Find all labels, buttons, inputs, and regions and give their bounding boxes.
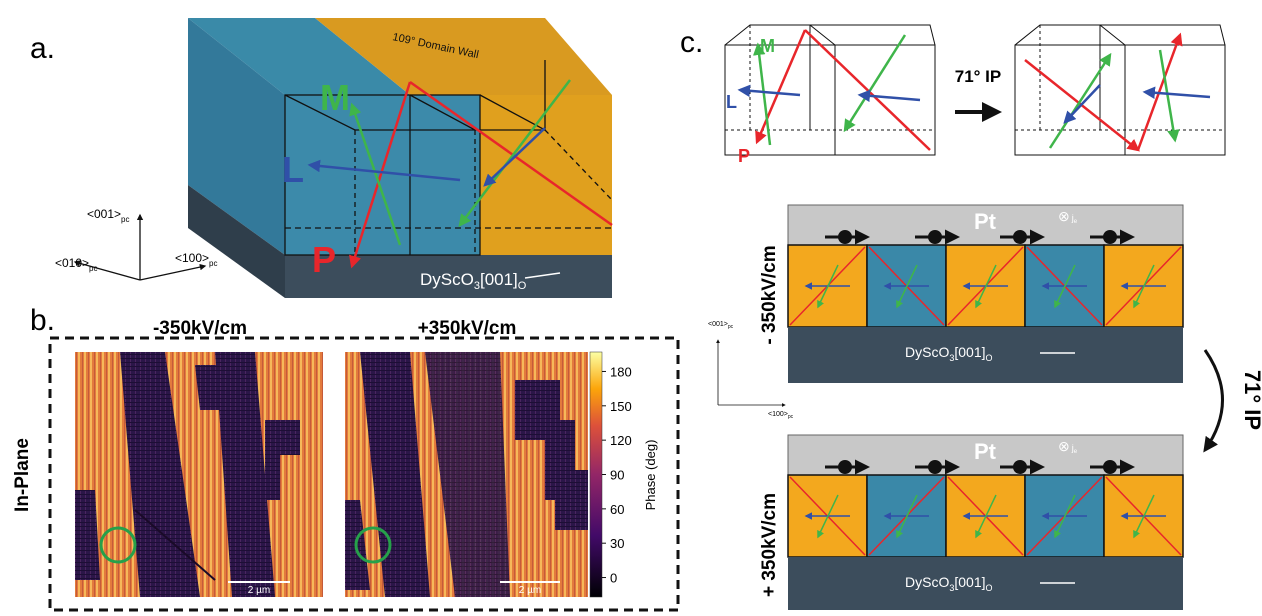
row-label: In-Plane xyxy=(12,438,33,512)
vector-label: L xyxy=(282,149,304,190)
panel-b: b. In-Plane -350kV/cm +350kV/cm 2 µm 2 µ… xyxy=(12,304,678,610)
vector-l xyxy=(740,90,800,95)
electrode-label: Pt xyxy=(974,439,997,464)
afm-image: 2 µm xyxy=(345,352,588,597)
image-title: +350kV/cm xyxy=(418,318,517,339)
colorbar-tick-label: 150 xyxy=(610,399,632,414)
colorbar xyxy=(590,352,602,597)
afm-image: 2 µm xyxy=(75,352,323,597)
front-face xyxy=(285,95,480,255)
vector-l xyxy=(860,95,920,100)
vector-label: P xyxy=(738,146,750,166)
cube-pair xyxy=(725,25,935,155)
panel-label: a. xyxy=(30,32,55,65)
front-face xyxy=(480,95,612,255)
axis-label: <100>pc xyxy=(768,411,794,420)
field-label: - 350kV/cm xyxy=(759,245,780,344)
colorbar-tick-label: 180 xyxy=(610,364,632,379)
switch-arrow xyxy=(1205,350,1223,450)
figure: a. 109° Domain Wall M L P DyScO3[001]O <… xyxy=(0,0,1262,616)
vector-l xyxy=(1145,92,1210,97)
panel-a: a. 109° Domain Wall M L P DyScO3[001]O <… xyxy=(30,18,612,298)
image-title: -350kV/cm xyxy=(153,318,247,339)
colorbar-tick-label: 90 xyxy=(610,468,624,483)
scale-bar-label: 2 µm xyxy=(248,585,270,596)
colorbar-tick-label: 120 xyxy=(610,433,632,448)
vector-label: M xyxy=(760,36,775,56)
transition-label: 71° IP xyxy=(955,67,1002,86)
colorbar-ticks: 0 30 60 90 120 150 180 xyxy=(602,364,632,585)
colorbar-label: Phase (deg) xyxy=(643,440,658,511)
field-label: + 350kV/cm xyxy=(759,493,780,597)
axis-label: <001>pc xyxy=(708,321,734,330)
axis-label: <010>pc xyxy=(55,256,98,273)
colorbar-tick-label: 30 xyxy=(610,536,624,551)
electrode-label: Pt xyxy=(974,209,997,234)
vector-p xyxy=(805,30,930,150)
colorbar-tick-label: 60 xyxy=(610,502,624,517)
axis-label: <100>pc xyxy=(175,251,218,268)
vector-m xyxy=(1050,55,1110,148)
page: a. 109° Domain Wall M L P DyScO3[001]O <… xyxy=(0,0,1262,616)
vector-label: P xyxy=(312,239,336,280)
vector-label: M xyxy=(320,77,350,118)
switch-label: 71° IP xyxy=(1240,370,1262,430)
axes xyxy=(718,340,785,405)
substrate-label: DyScO3[001]O xyxy=(420,270,527,292)
axis-label: <001>pc xyxy=(87,207,130,224)
scale-bar-label: 2 µm xyxy=(519,585,541,596)
panel-label: c. xyxy=(680,26,703,59)
panel-label: b. xyxy=(30,304,55,337)
vector-label: L xyxy=(726,92,737,112)
colorbar-tick-label: 0 xyxy=(610,571,617,586)
